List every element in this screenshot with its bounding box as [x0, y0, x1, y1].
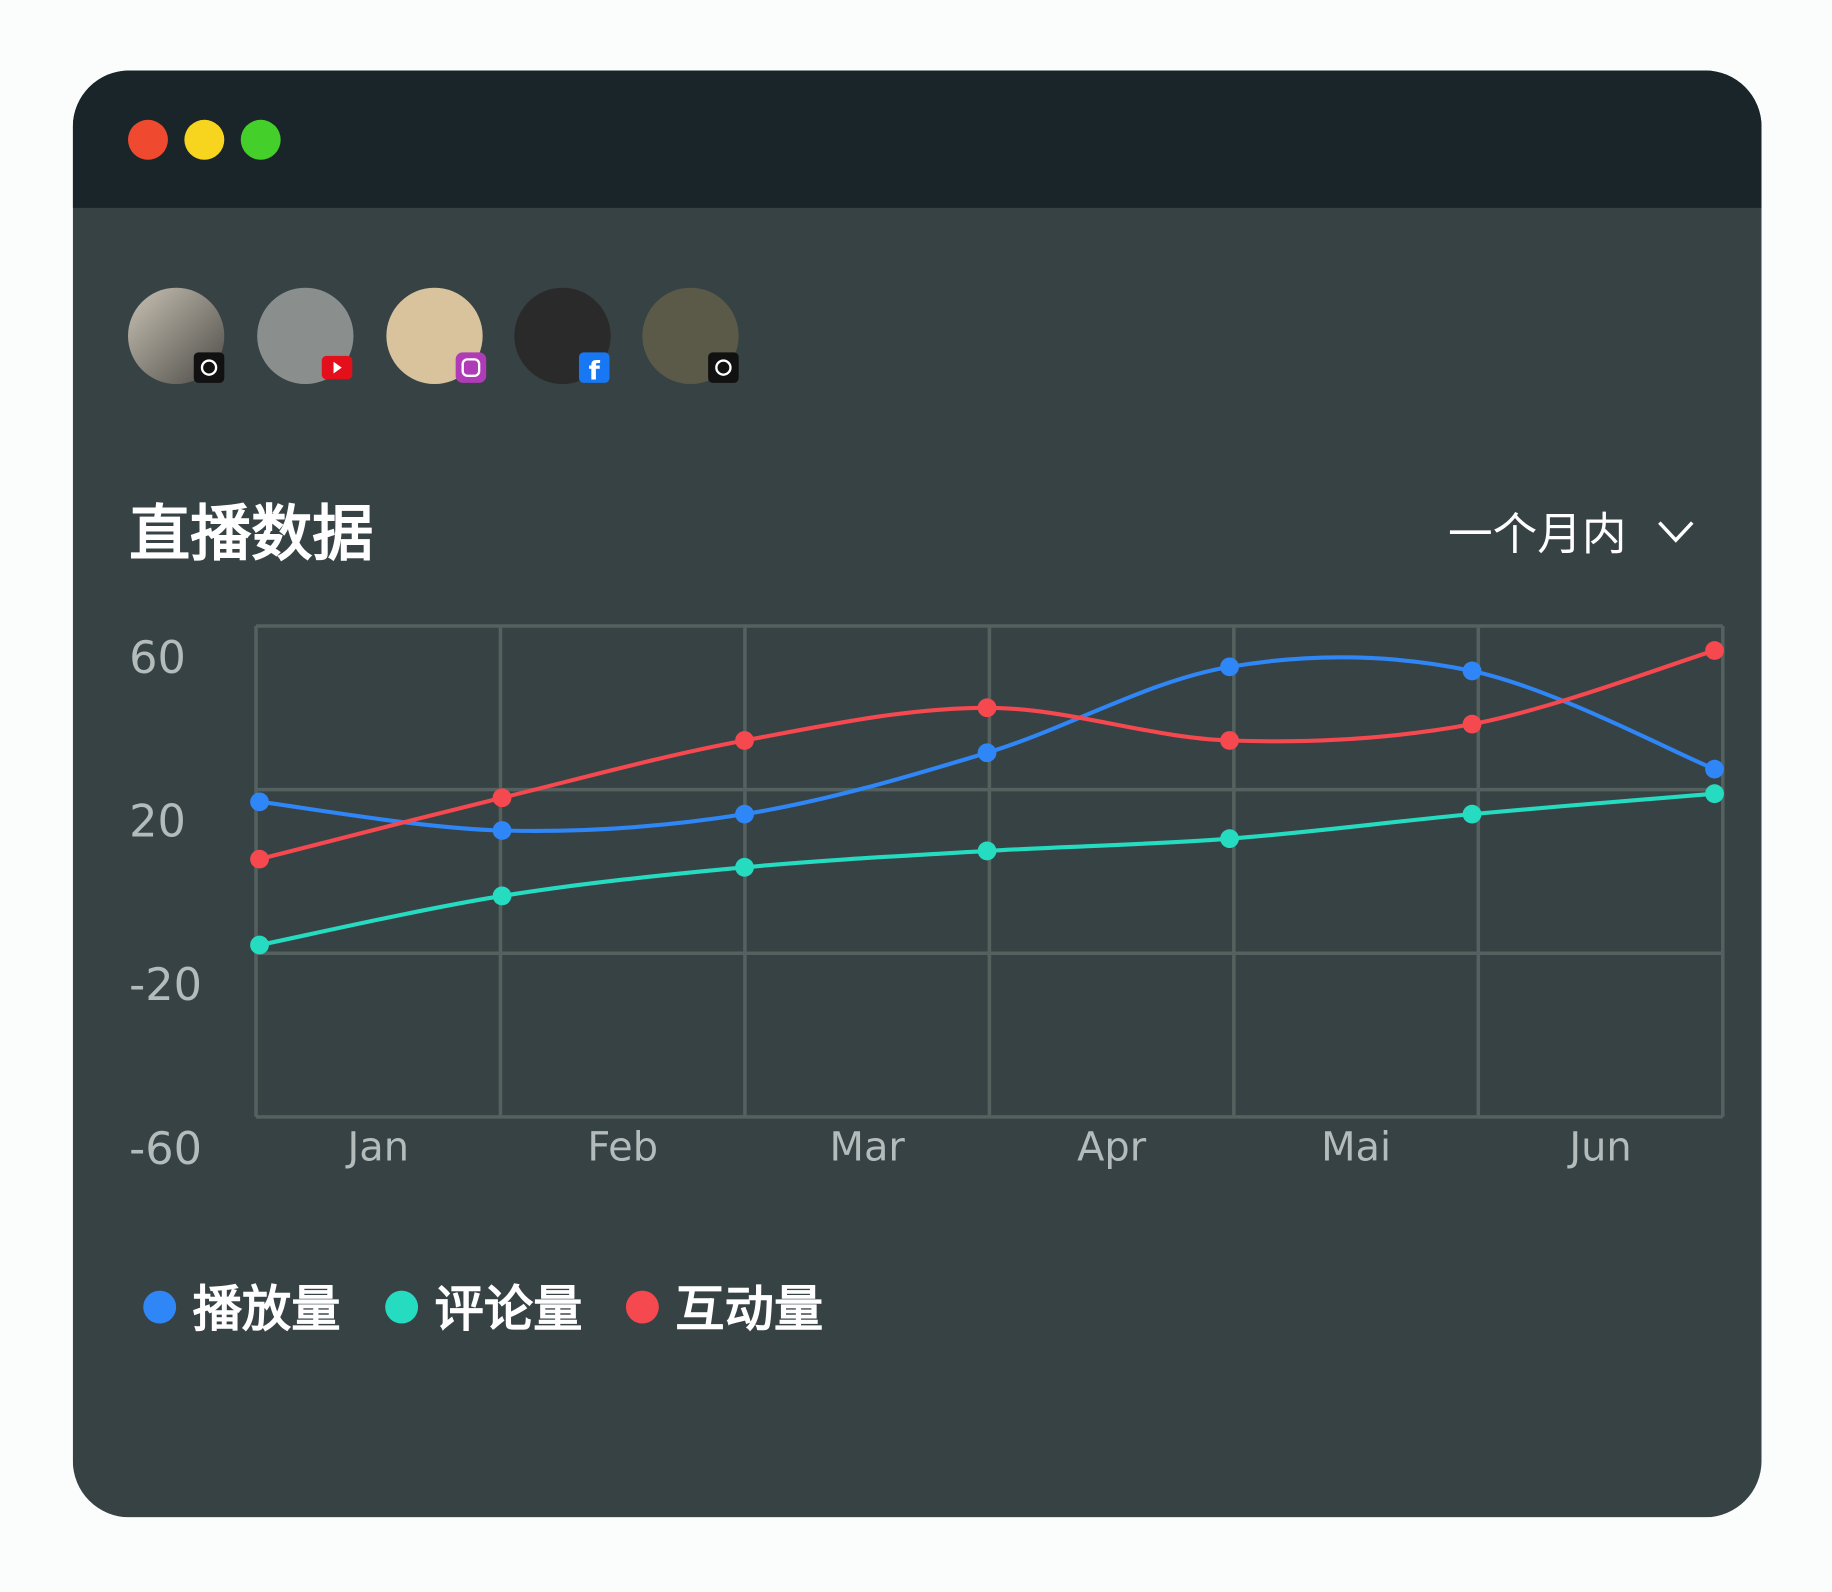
minimize-button[interactable] [184, 119, 225, 160]
close-button[interactable] [128, 119, 168, 160]
avatars: f [128, 287, 739, 387]
chart-title: 直播数据 [129, 498, 373, 569]
data-point [1705, 759, 1724, 779]
maximize-button[interactable] [240, 119, 281, 160]
data-point [1462, 804, 1482, 824]
data-point [1220, 657, 1239, 677]
data-point [492, 886, 512, 906]
data-point [1462, 661, 1482, 681]
legend-swatch [625, 1290, 659, 1324]
data-point [250, 792, 269, 812]
avatar[interactable]: f [514, 287, 611, 387]
data-point [492, 788, 512, 808]
data-point [977, 841, 997, 861]
x-tick-label: Mai [1321, 1124, 1391, 1170]
data-point [250, 849, 269, 869]
data-point [492, 821, 512, 840]
data-point [735, 804, 754, 824]
legend-swatch [143, 1290, 177, 1324]
data-point [1705, 784, 1724, 804]
dropdown-icon[interactable] [1658, 521, 1694, 543]
legend-label: 评论量 [435, 1280, 583, 1338]
x-tick-label: Jun [1566, 1124, 1631, 1170]
data-point [1220, 731, 1239, 750]
data-point [735, 857, 754, 877]
data-point [977, 698, 997, 718]
title-bar [72, 70, 1762, 208]
legend-label: 播放量 [193, 1280, 341, 1338]
avatar[interactable] [257, 287, 354, 385]
x-tick-label: Jan [344, 1124, 409, 1170]
legend-label: 互动量 [675, 1280, 823, 1338]
x-tick-label: Apr [1077, 1124, 1147, 1170]
svg-text:f: f [589, 356, 601, 386]
data-point [735, 731, 754, 750]
avatar[interactable] [642, 287, 739, 385]
avatar[interactable] [386, 287, 487, 385]
x-tick-label: Mar [830, 1124, 906, 1170]
data-point [1220, 829, 1239, 849]
legend-swatch [385, 1290, 419, 1324]
data-point [1705, 641, 1724, 660]
data-point [1462, 714, 1482, 734]
data-point [977, 743, 997, 763]
y-tick-label: -60 [129, 1123, 202, 1175]
avatar[interactable] [128, 287, 225, 385]
y-tick-label: -20 [129, 959, 202, 1011]
x-tick-label: Feb [587, 1124, 658, 1170]
period-select[interactable]: 一个月内 [1448, 509, 1626, 561]
data-point [250, 935, 269, 955]
y-tick-label: 20 [129, 796, 186, 848]
y-tick-label: 60 [129, 632, 186, 684]
